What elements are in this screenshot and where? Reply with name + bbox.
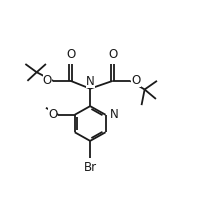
Text: N: N — [110, 108, 118, 121]
Text: O: O — [131, 74, 140, 87]
Text: O: O — [108, 48, 117, 61]
Text: Br: Br — [83, 161, 96, 174]
Text: O: O — [66, 48, 75, 61]
Text: O: O — [48, 108, 57, 121]
Text: O: O — [43, 74, 52, 87]
Text: N: N — [85, 75, 94, 88]
